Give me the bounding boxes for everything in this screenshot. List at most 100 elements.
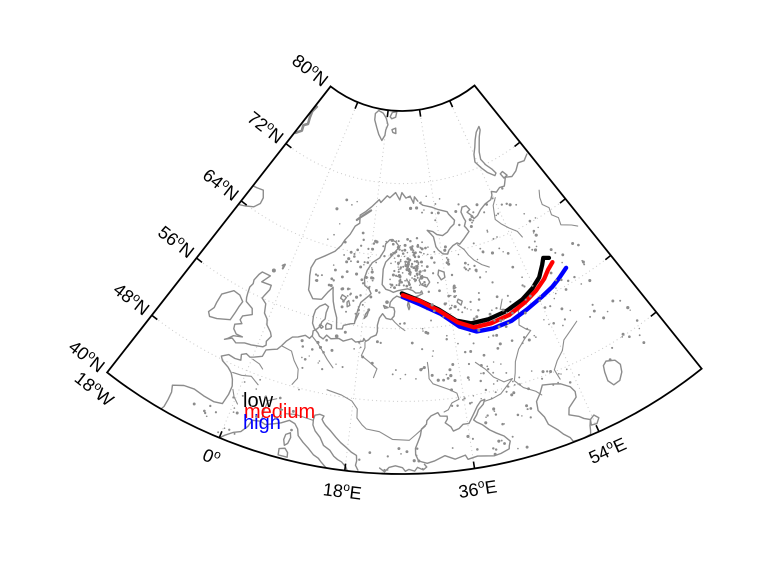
coastline — [158, 191, 424, 411]
axis-tick — [151, 314, 158, 321]
lake-dot — [473, 264, 476, 268]
lake-dot — [506, 252, 510, 255]
lake-dot — [398, 322, 402, 325]
lake-dot — [420, 276, 423, 280]
lake-dot — [345, 310, 348, 313]
lake-dot — [415, 272, 419, 276]
lake-dot — [340, 275, 344, 279]
lake-dot — [397, 254, 400, 258]
lake-dot — [396, 261, 400, 265]
coastline — [414, 398, 511, 465]
lake-dot — [445, 302, 448, 304]
lake-dot — [393, 257, 396, 259]
lake-dot — [422, 270, 424, 272]
lake-dot — [353, 252, 356, 256]
lake-dot — [580, 283, 583, 285]
lake-dot — [533, 248, 538, 252]
lake-dot — [555, 287, 557, 289]
lake-dot — [479, 247, 482, 250]
lake-dot — [462, 399, 464, 401]
lake-dot — [471, 221, 473, 224]
meridian-gridline — [419, 109, 476, 469]
lake-dot — [394, 274, 398, 277]
lake-dot — [427, 246, 429, 248]
lat-tick-label: 72oN — [244, 106, 289, 148]
lake-dot — [588, 279, 592, 283]
lake-dot — [468, 267, 471, 270]
lake-dot — [391, 373, 394, 376]
lake-dot — [554, 279, 558, 282]
lake-dot — [494, 448, 498, 451]
lake-dot — [399, 258, 402, 261]
coastline — [382, 304, 389, 310]
legend-item-high: high — [243, 412, 281, 434]
lake-dot — [397, 268, 400, 271]
lon-tick-label: 0o — [200, 443, 224, 470]
lake-dot — [233, 407, 236, 409]
lake-dot — [333, 233, 335, 236]
lake-dot — [496, 346, 500, 350]
lake-dot — [503, 423, 505, 425]
lake-dot — [301, 366, 304, 369]
lake-dot — [503, 442, 506, 445]
lake-dot — [546, 370, 549, 373]
lake-dot — [430, 211, 434, 215]
lake-dot — [340, 287, 344, 291]
lake-dot — [423, 209, 425, 211]
lake-dot — [490, 397, 493, 399]
lake-dot — [477, 292, 480, 295]
lake-dot — [507, 321, 510, 325]
lake-dot — [290, 428, 293, 432]
island-dot — [271, 268, 276, 273]
lake-dot — [450, 388, 454, 392]
lake-dot — [518, 383, 521, 386]
lake-dot — [523, 212, 526, 215]
lake-dot — [638, 334, 641, 337]
lake-dot — [335, 363, 337, 365]
coastline — [346, 299, 351, 308]
lake-dot — [493, 410, 496, 413]
lake-dot — [528, 294, 532, 298]
lake-dot — [501, 187, 504, 190]
lake-dot — [430, 319, 432, 322]
lat-tick-label: 56oN — [154, 220, 199, 262]
lake-dot — [451, 404, 454, 407]
lake-dot — [502, 250, 504, 253]
lake-dot — [563, 318, 566, 321]
lake-dot — [485, 416, 487, 419]
lake-dot — [505, 390, 508, 393]
map-frame — [105, 84, 703, 475]
lake-dot — [442, 315, 445, 318]
coastline — [589, 414, 600, 426]
lake-dot — [416, 244, 420, 248]
lake-dot — [391, 273, 395, 277]
lake-dot — [351, 203, 353, 206]
lake-dot — [394, 252, 396, 255]
lake-dot — [558, 372, 560, 375]
lake-dot — [501, 422, 504, 426]
lake-dot — [581, 259, 584, 262]
lake-dot — [431, 355, 434, 357]
lake-dot — [362, 238, 365, 242]
lake-dot — [330, 348, 334, 352]
lake-dot — [434, 203, 437, 205]
coastline — [602, 359, 623, 386]
lake-dot — [361, 231, 365, 235]
lake-dot — [203, 411, 207, 415]
lake-dot — [335, 207, 339, 211]
lake-dot — [366, 261, 370, 264]
lake-dot — [417, 261, 420, 264]
lake-dot — [425, 195, 427, 198]
lake-dot — [232, 396, 235, 399]
lake-dot — [233, 432, 236, 435]
lake-dot — [549, 271, 553, 275]
lake-dot — [399, 260, 402, 263]
lake-dot — [560, 373, 562, 375]
lake-dot — [470, 215, 474, 219]
lake-dot — [505, 202, 508, 206]
lake-dot — [577, 243, 580, 247]
lake-dot — [339, 223, 341, 225]
lake-dot — [298, 388, 300, 391]
lake-dot — [419, 246, 422, 249]
